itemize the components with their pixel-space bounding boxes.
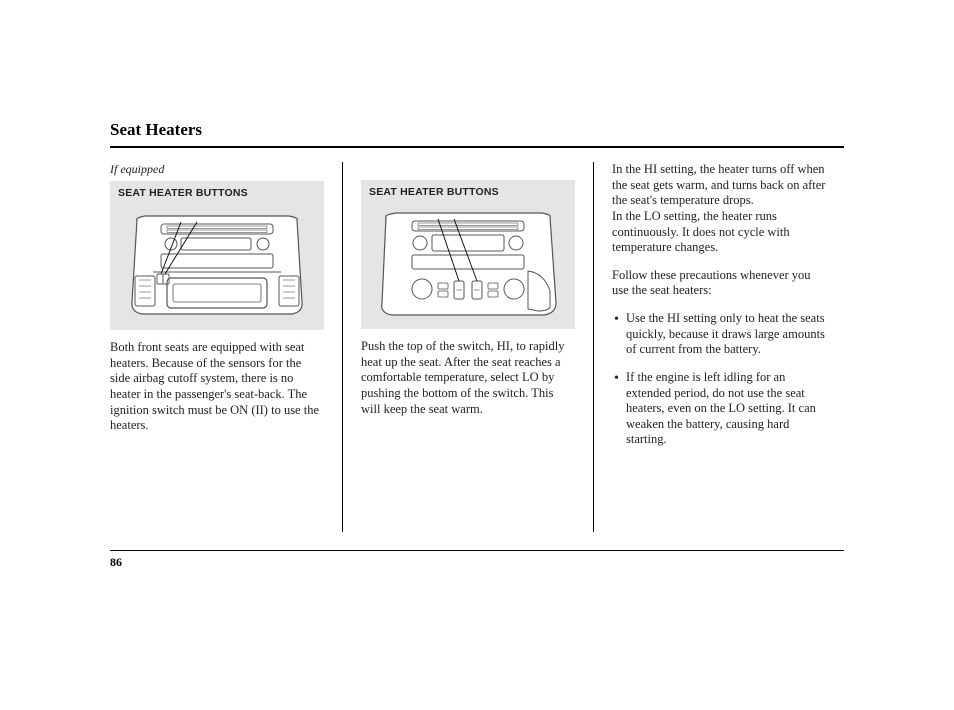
col1-para1: Both front seats are equipped with seat …: [110, 340, 324, 434]
figure-left-title: SEAT HEATER BUTTONS: [110, 181, 324, 202]
section-title: Seat Heaters: [110, 120, 844, 140]
precaution-item-2: If the engine is left idling for an exte…: [612, 370, 826, 448]
precaution-item-1: Use the HI setting only to heat the seat…: [612, 311, 826, 358]
page-number: 86: [110, 555, 844, 570]
col3-para1: In the HI setting, the heater turns off …: [612, 162, 826, 209]
page-footer: 86: [110, 550, 844, 570]
manual-page: Seat Heaters If equipped SEAT HEATER BUT…: [0, 0, 954, 710]
precautions-list: Use the HI setting only to heat the seat…: [612, 311, 826, 448]
dashboard-illustration-left: [110, 202, 324, 330]
spacer: [361, 162, 575, 180]
figure-right: SEAT HEATER BUTTONS: [361, 180, 575, 329]
col3-para2: In the LO setting, the heater runs conti…: [612, 209, 826, 256]
col3-para3: Follow these precautions whenever you us…: [612, 268, 826, 299]
title-rule: [110, 146, 844, 148]
column-2: SEAT HEATER BUTTONS: [342, 162, 593, 532]
column-1: If equipped SEAT HEATER BUTTONS: [110, 162, 342, 532]
col2-para1: Push the top of the switch, HI, to rapid…: [361, 339, 575, 417]
dashboard-illustration-right: [361, 201, 575, 329]
three-column-layout: If equipped SEAT HEATER BUTTONS: [110, 162, 844, 532]
footer-rule: [110, 550, 844, 551]
column-3: In the HI setting, the heater turns off …: [593, 162, 844, 532]
if-equipped-note: If equipped: [110, 162, 324, 177]
figure-right-title: SEAT HEATER BUTTONS: [361, 180, 575, 201]
figure-left: SEAT HEATER BUTTONS: [110, 181, 324, 330]
